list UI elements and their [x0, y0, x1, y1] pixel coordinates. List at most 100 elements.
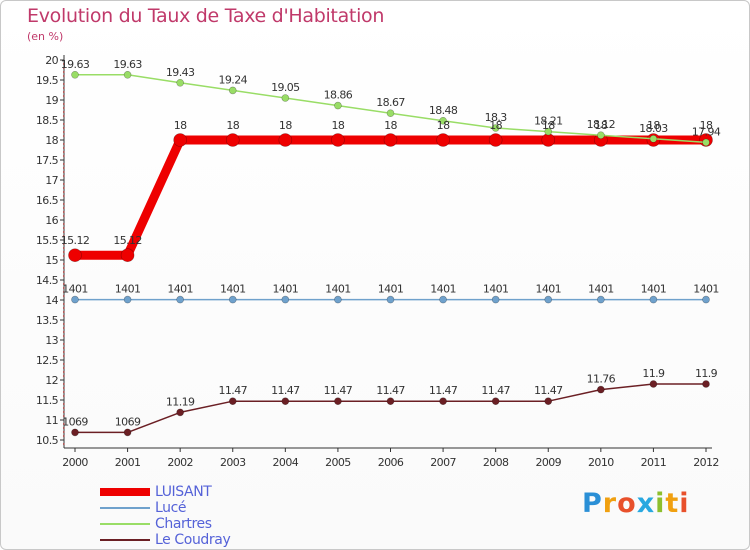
data-point-chartres	[491, 124, 500, 132]
data-label-luce: 1401	[588, 283, 614, 296]
y-tick-label: 10.5	[36, 434, 59, 447]
y-minor-tick	[63, 323, 65, 325]
y-minor-tick	[63, 411, 65, 413]
data-point-le-coudray	[334, 397, 342, 406]
data-point-luisant	[225, 133, 240, 147]
x-tick-label: 2002	[167, 456, 193, 469]
data-point-luce	[544, 295, 553, 304]
x-tick-label: 2000	[62, 456, 88, 469]
data-point-chartres	[281, 94, 290, 102]
y-minor-tick	[63, 187, 65, 189]
data-point-chartres	[228, 86, 237, 95]
y-minor-tick	[63, 171, 65, 173]
y-minor-tick	[63, 231, 65, 233]
data-point-le-coudray	[597, 385, 605, 394]
data-label-luisant: 18	[489, 119, 502, 132]
y-minor-tick	[63, 367, 65, 369]
data-point-chartres	[649, 135, 658, 143]
y-minor-tick	[63, 403, 65, 405]
y-minor-tick	[63, 251, 65, 253]
data-point-le-coudray	[123, 428, 132, 437]
data-label-luisant: 15.12	[61, 234, 90, 247]
data-label-le-coudray: 11.47	[376, 384, 405, 397]
data-label-chartres: 18.12	[587, 118, 616, 131]
data-point-chartres	[439, 117, 447, 125]
y-minor-tick	[63, 195, 65, 197]
y-minor-tick	[63, 395, 65, 397]
chart-unit: (en %)	[27, 30, 64, 43]
y-minor-tick	[63, 91, 65, 93]
data-point-luisant	[436, 133, 450, 147]
y-minor-tick	[63, 355, 65, 357]
y-tick-label: 18.5	[36, 114, 59, 127]
legend-swatch-le-coudray	[100, 539, 150, 541]
y-tick-label: 12.5	[36, 354, 59, 367]
legend-swatch-chartres	[100, 523, 150, 525]
y-minor-tick	[63, 151, 65, 153]
y-minor-tick	[63, 307, 65, 309]
y-minor-tick	[63, 331, 65, 333]
data-point-le-coudray	[228, 397, 237, 406]
data-point-luce	[281, 295, 290, 304]
data-label-le-coudray: 11.19	[166, 395, 195, 408]
data-label-luce: 1401	[325, 283, 351, 296]
data-label-chartres: 19.24	[219, 73, 248, 86]
data-label-chartres: 17.94	[692, 125, 721, 138]
y-minor-tick	[63, 155, 65, 157]
data-label-le-coudray: 11.47	[481, 384, 510, 397]
y-minor-tick	[63, 443, 65, 445]
y-minor-tick	[63, 283, 65, 285]
data-point-luce	[71, 295, 79, 304]
y-tick-label: 16	[45, 214, 58, 227]
data-label-le-coudray: 11.47	[429, 384, 458, 397]
y-tick-label: 13	[45, 334, 58, 347]
data-label-le-coudray: 11.9	[642, 367, 665, 380]
data-point-chartres	[702, 138, 710, 147]
y-minor-tick	[63, 203, 65, 205]
data-point-luce	[386, 295, 395, 304]
data-label-le-coudray: 1069	[62, 415, 88, 428]
data-point-luce	[491, 295, 500, 304]
y-minor-tick	[63, 131, 65, 133]
y-minor-tick	[63, 315, 65, 317]
y-minor-tick	[63, 191, 65, 193]
data-point-chartres	[123, 71, 132, 79]
y-minor-tick	[63, 175, 65, 177]
data-point-chartres	[597, 131, 605, 139]
y-minor-tick	[63, 211, 65, 213]
y-tick-label: 16.5	[36, 194, 59, 207]
y-minor-tick	[63, 103, 65, 105]
data-label-luisant: 18	[279, 119, 292, 132]
data-label-luce: 1401	[62, 283, 88, 296]
data-point-le-coudray	[71, 428, 79, 437]
data-label-luce: 1401	[430, 283, 456, 296]
y-tick-label: 11.5	[36, 394, 59, 407]
y-minor-tick	[63, 95, 65, 97]
data-point-luisant	[331, 133, 345, 147]
data-point-luce	[176, 295, 184, 304]
data-label-luisant: 18	[437, 119, 450, 132]
data-point-luisant	[541, 133, 556, 147]
data-point-luisant	[383, 133, 398, 147]
x-tick-label: 2004	[273, 456, 299, 469]
y-tick-label: 20	[45, 54, 58, 67]
data-point-luisant	[173, 133, 187, 147]
data-label-luisant: 15.12	[113, 234, 142, 247]
data-label-le-coudray: 1069	[115, 415, 141, 428]
x-tick-label: 2005	[325, 456, 351, 469]
data-label-luce: 1401	[483, 283, 509, 296]
data-point-chartres	[71, 71, 79, 79]
y-minor-tick	[63, 75, 65, 77]
y-tick-label: 17.5	[36, 154, 59, 167]
y-minor-tick	[63, 135, 65, 137]
legend-label-le-coudray: Le Coudray	[155, 532, 231, 548]
data-point-luce	[123, 295, 132, 304]
data-label-luce: 1401	[167, 283, 193, 296]
data-point-luisant	[68, 248, 82, 262]
x-tick-label: 2009	[535, 456, 561, 469]
y-minor-tick	[63, 375, 65, 377]
y-minor-tick	[63, 127, 65, 129]
y-minor-tick	[63, 363, 65, 365]
proxiti-logo: Proxiti	[582, 488, 690, 519]
